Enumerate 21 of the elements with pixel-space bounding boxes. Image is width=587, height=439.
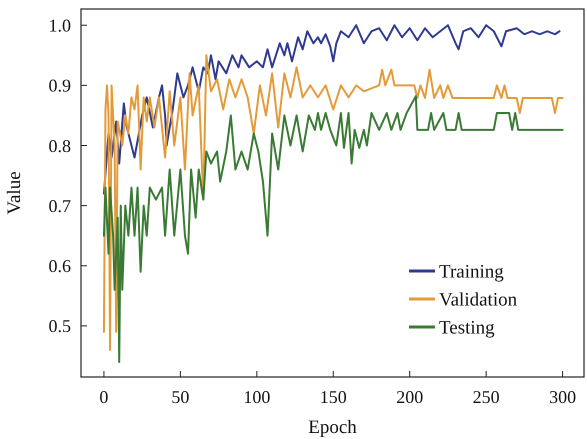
legend-label: Testing <box>439 318 496 339</box>
legend-label: Training <box>439 262 504 283</box>
y-tick-label: 0.5 <box>48 316 71 336</box>
y-axis-title: Value <box>4 171 25 215</box>
y-tick-label: 0.8 <box>48 136 71 156</box>
line-series <box>102 54 564 351</box>
y-tick-label: 1.0 <box>48 16 71 36</box>
x-tick-label: 300 <box>549 387 576 407</box>
x-tick-label: 50 <box>171 387 190 407</box>
x-tick-label: 0 <box>99 387 108 407</box>
x-tick-label: 150 <box>320 387 347 407</box>
y-tick-label: 0.9 <box>48 76 71 96</box>
x-tick-label: 100 <box>243 387 270 407</box>
x-axis-title: Epoch <box>308 417 358 438</box>
x-tick-label: 200 <box>396 387 424 407</box>
legend-label: Validation <box>439 290 518 311</box>
line-series <box>102 95 564 363</box>
y-tick-label: 0.7 <box>48 196 71 216</box>
x-tick-label: 250 <box>472 387 500 407</box>
y-tick-label: 0.6 <box>48 256 71 276</box>
line-series <box>102 24 561 195</box>
